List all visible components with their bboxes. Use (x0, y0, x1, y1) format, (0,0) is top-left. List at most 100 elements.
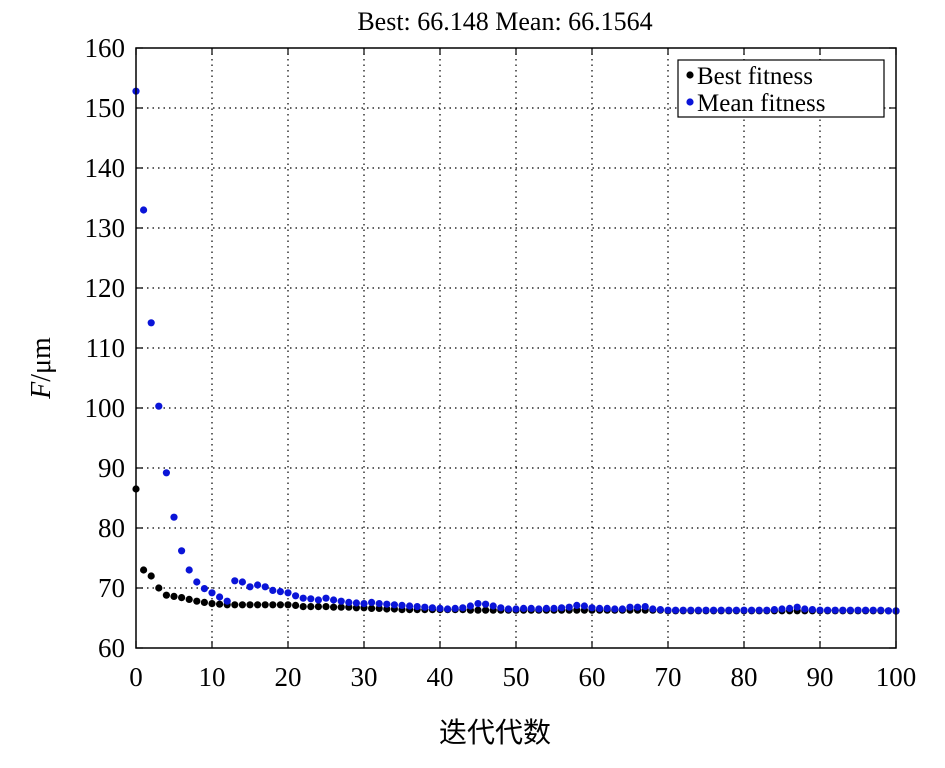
mean-fitness-point (185, 566, 193, 574)
mean-fitness-point (345, 598, 353, 607)
x-tick-label: 80 (731, 662, 758, 692)
y-tick-label: 140 (85, 153, 126, 183)
best-fitness-point (276, 601, 284, 609)
best-fitness-point (482, 606, 490, 614)
mean-fitness-point (375, 600, 383, 608)
best-fitness-point (254, 601, 262, 609)
mean-fitness-point (246, 583, 254, 591)
best-fitness-point (170, 592, 178, 601)
grid (136, 48, 896, 648)
mean-fitness-point (436, 604, 444, 613)
mean-fitness-point (596, 604, 604, 613)
mean-fitness-point (649, 605, 657, 613)
mean-fitness-point (542, 604, 551, 613)
mean-fitness-point (314, 596, 322, 604)
x-tick-label: 20 (275, 662, 302, 692)
mean-fitness-point (702, 606, 710, 614)
mean-fitness-point (801, 605, 809, 613)
mean-fitness-point (390, 601, 398, 609)
mean-fitness-point (269, 586, 277, 595)
best-fitness-point (337, 603, 345, 611)
mean-fitness-point (565, 603, 573, 611)
chart-title: Best: 66.148 Mean: 66.1564 (357, 7, 652, 36)
mean-fitness-point (444, 605, 452, 613)
mean-fitness-point (846, 606, 855, 614)
mean-fitness-point (816, 606, 824, 614)
mean-fitness-point (178, 547, 186, 555)
mean-fitness-point (489, 602, 497, 610)
mean-fitness-point (618, 605, 627, 613)
mean-fitness-point (763, 606, 771, 614)
best-fitness-point (178, 594, 186, 602)
mean-fitness-point (877, 606, 885, 614)
x-tick-labels: 0 10 20 30 40 50 60 70 80 90 100 (129, 662, 916, 692)
mean-fitness-point (535, 605, 543, 613)
x-tick-label: 40 (427, 662, 454, 692)
mean-fitness-point (588, 604, 596, 612)
mean-fitness-point (550, 604, 558, 613)
mean-fitness-point (694, 606, 703, 614)
mean-fitness-point (261, 583, 269, 591)
y-axis-label: F/μm (26, 337, 57, 400)
mean-fitness-point (147, 319, 155, 327)
mean-fitness-point (839, 606, 847, 614)
y-tick-label: 70 (98, 573, 125, 603)
mean-fitness-point (808, 606, 817, 614)
y-tick-label: 150 (85, 93, 126, 123)
legend-box (677, 59, 885, 118)
mean-fitness-point (558, 604, 566, 612)
mean-fitness-point (740, 606, 748, 614)
mean-fitness-point (337, 597, 345, 605)
mean-fitness-point (466, 602, 474, 610)
mean-fitness-point (170, 513, 178, 521)
mean-fitness-series (132, 87, 900, 615)
x-tick-label: 50 (503, 662, 530, 692)
mean-fitness-point (223, 597, 231, 605)
mean-fitness-point (140, 206, 148, 214)
x-tick-label: 100 (876, 662, 917, 692)
mean-fitness-point (656, 606, 665, 614)
y-tick-label: 160 (85, 33, 126, 63)
mean-fitness-point (482, 600, 490, 608)
mean-fitness-point (748, 606, 756, 614)
mean-fitness-point (162, 469, 170, 477)
mean-fitness-point (755, 606, 763, 614)
best-fitness-point (299, 603, 307, 611)
mean-fitness-point (611, 605, 619, 613)
mean-fitness-point (710, 606, 718, 614)
mean-fitness-point (406, 602, 414, 610)
mean-fitness-point (292, 592, 300, 600)
mean-fitness-point (527, 604, 535, 613)
mean-fitness-point (725, 606, 733, 614)
mean-fitness-point (793, 603, 801, 611)
x-axis-label: 迭代代数 (439, 716, 551, 749)
mean-fitness-point (238, 578, 246, 586)
x-tick-label: 90 (807, 662, 834, 692)
mean-fitness-point (786, 604, 794, 613)
mean-fitness-point (254, 581, 262, 589)
mean-fitness-point (398, 601, 406, 610)
mean-fitness-point (352, 599, 360, 607)
mean-fitness-point (732, 606, 741, 614)
best-fitness-point (208, 600, 216, 608)
mean-fitness-point (307, 595, 315, 603)
mean-fitness-point (664, 606, 672, 614)
mean-fitness-point (330, 596, 338, 604)
x-tick-label: 0 (129, 662, 143, 692)
mean-fitness-point (504, 605, 512, 613)
legend-best-label: Best fitness (697, 63, 813, 90)
mean-fitness-point (717, 606, 725, 614)
mean-fitness-point (193, 578, 201, 586)
mean-fitness-point (413, 603, 421, 611)
legend: Best fitness Mean fitness (677, 59, 885, 118)
mean-fitness-point (862, 606, 870, 614)
mean-fitness-point (512, 605, 520, 613)
mean-fitness-point (634, 603, 642, 611)
best-fitness-point (193, 597, 201, 605)
mean-fitness-point (216, 593, 224, 601)
axis-ticks (135, 47, 897, 649)
y-tick-label: 130 (85, 213, 126, 243)
mean-fitness-point (451, 604, 459, 613)
mean-fitness-point (520, 604, 528, 613)
mean-fitness-point (884, 607, 893, 615)
